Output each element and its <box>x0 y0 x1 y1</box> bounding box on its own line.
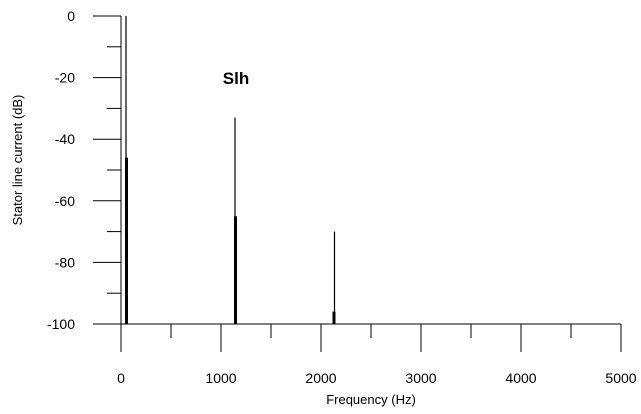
axes <box>120 16 621 325</box>
x-ticks: 0 1000 2000 3000 4000 5000 <box>117 324 637 386</box>
spikes <box>125 16 336 324</box>
y-tick-label: -60 <box>55 193 75 209</box>
annotations: Slh <box>223 69 249 88</box>
x-tick-label: 0 <box>117 370 125 386</box>
y-tick-label: -100 <box>47 316 75 332</box>
y-tick-label: -80 <box>55 254 75 270</box>
x-tick-label: 1000 <box>205 370 236 386</box>
y-tick-label: 0 <box>67 8 75 24</box>
x-axis-label: Frequency (Hz) <box>326 392 416 407</box>
y-ticks: 0 -20 -40 -60 -80 -100 <box>47 8 121 332</box>
x-tick-label: 2000 <box>305 370 336 386</box>
x-tick-label: 3000 <box>405 370 436 386</box>
y-tick-label: -40 <box>55 131 75 147</box>
x-tick-label: 4000 <box>505 370 536 386</box>
y-axis-label: Stator line current (dB) <box>10 95 25 226</box>
y-tick-label: -20 <box>55 70 75 86</box>
x-tick-label: 5000 <box>605 370 636 386</box>
annotation-label: Slh <box>223 69 249 88</box>
